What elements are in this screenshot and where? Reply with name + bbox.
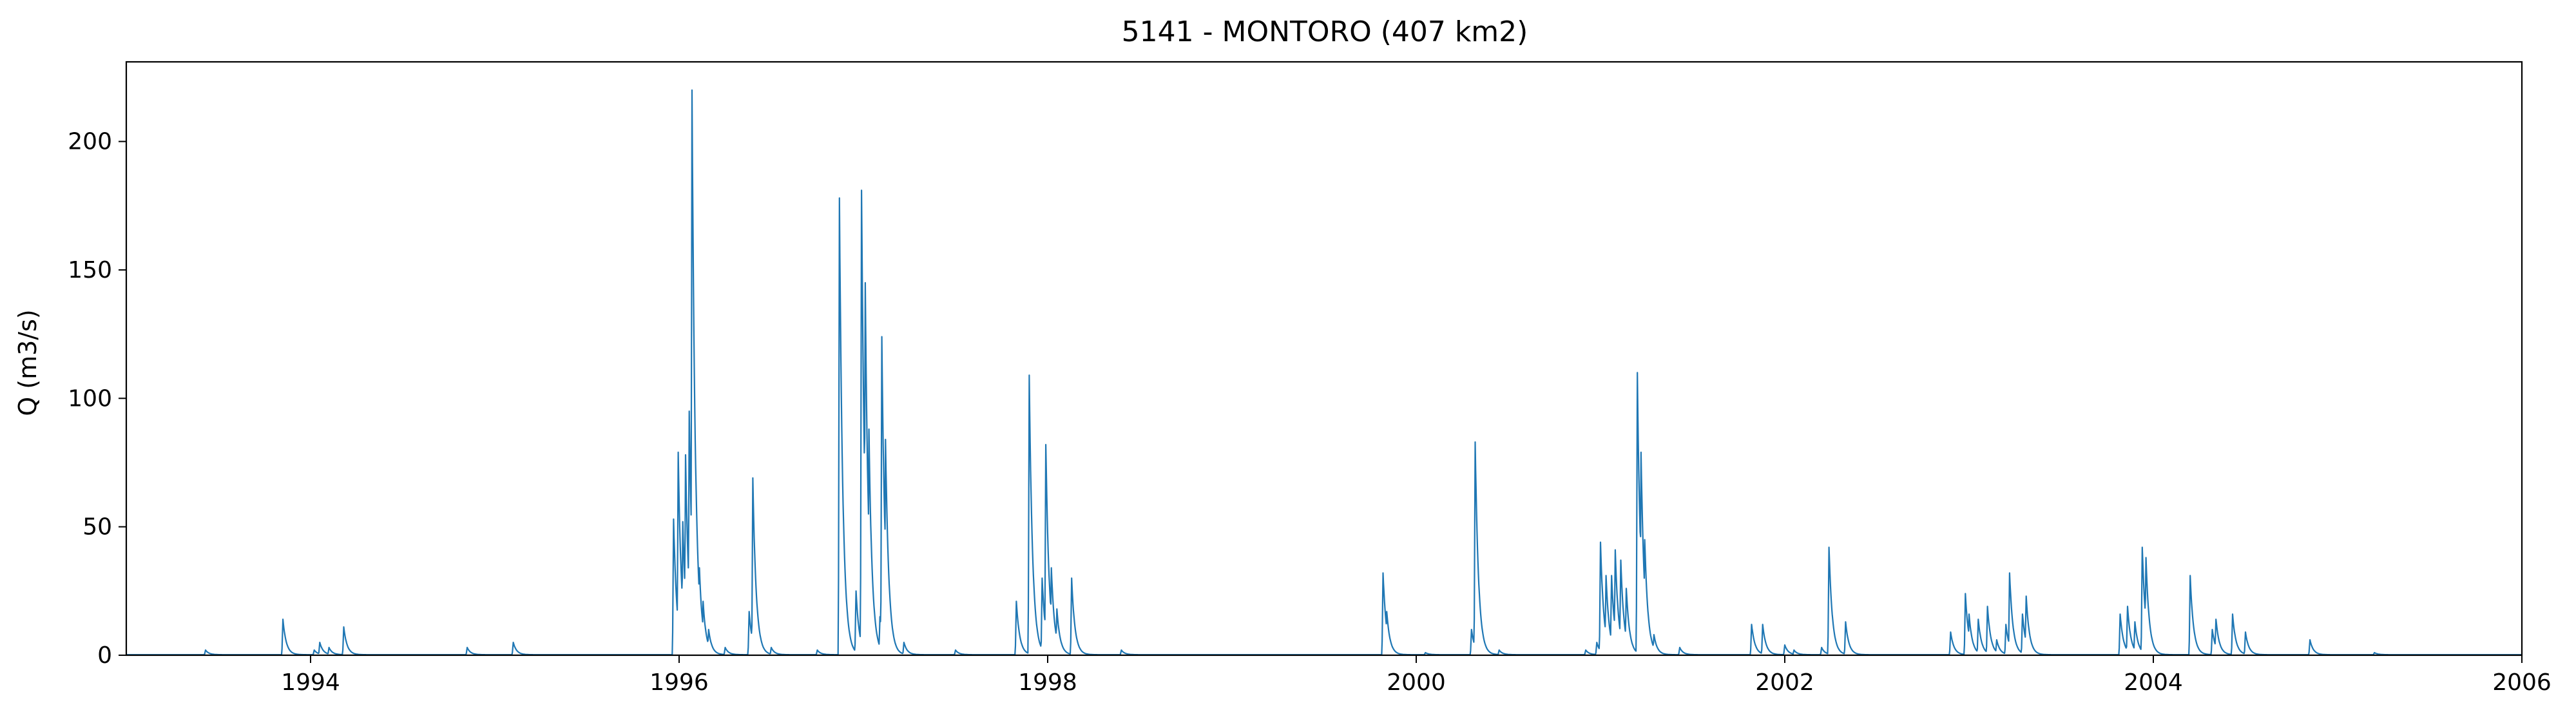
chart-title: 5141 - MONTORO (407 km2) <box>1122 15 1528 48</box>
x-tick-label: 1998 <box>1018 669 1077 696</box>
y-tick-label: 100 <box>68 385 112 412</box>
y-axis: 0 50 100 150 200 <box>68 129 126 669</box>
y-tick-label: 200 <box>68 129 112 155</box>
x-tick-label: 1996 <box>649 669 709 696</box>
x-tick-label: 1994 <box>281 669 340 696</box>
y-tick-label: 0 <box>97 642 112 669</box>
plot-frame <box>125 61 2523 657</box>
x-tick-label: 2006 <box>2492 669 2552 696</box>
y-tick-label: 50 <box>82 514 112 541</box>
y-tick-label: 150 <box>68 257 112 283</box>
x-tick-label: 2000 <box>1387 669 1446 696</box>
y-axis-title: Q (m3/s) <box>14 309 42 416</box>
x-axis: 1994 1996 1998 2000 2002 2004 2006 <box>281 655 2552 696</box>
x-tick-label: 2004 <box>2124 669 2183 696</box>
x-tick-label: 2002 <box>1755 669 1814 696</box>
